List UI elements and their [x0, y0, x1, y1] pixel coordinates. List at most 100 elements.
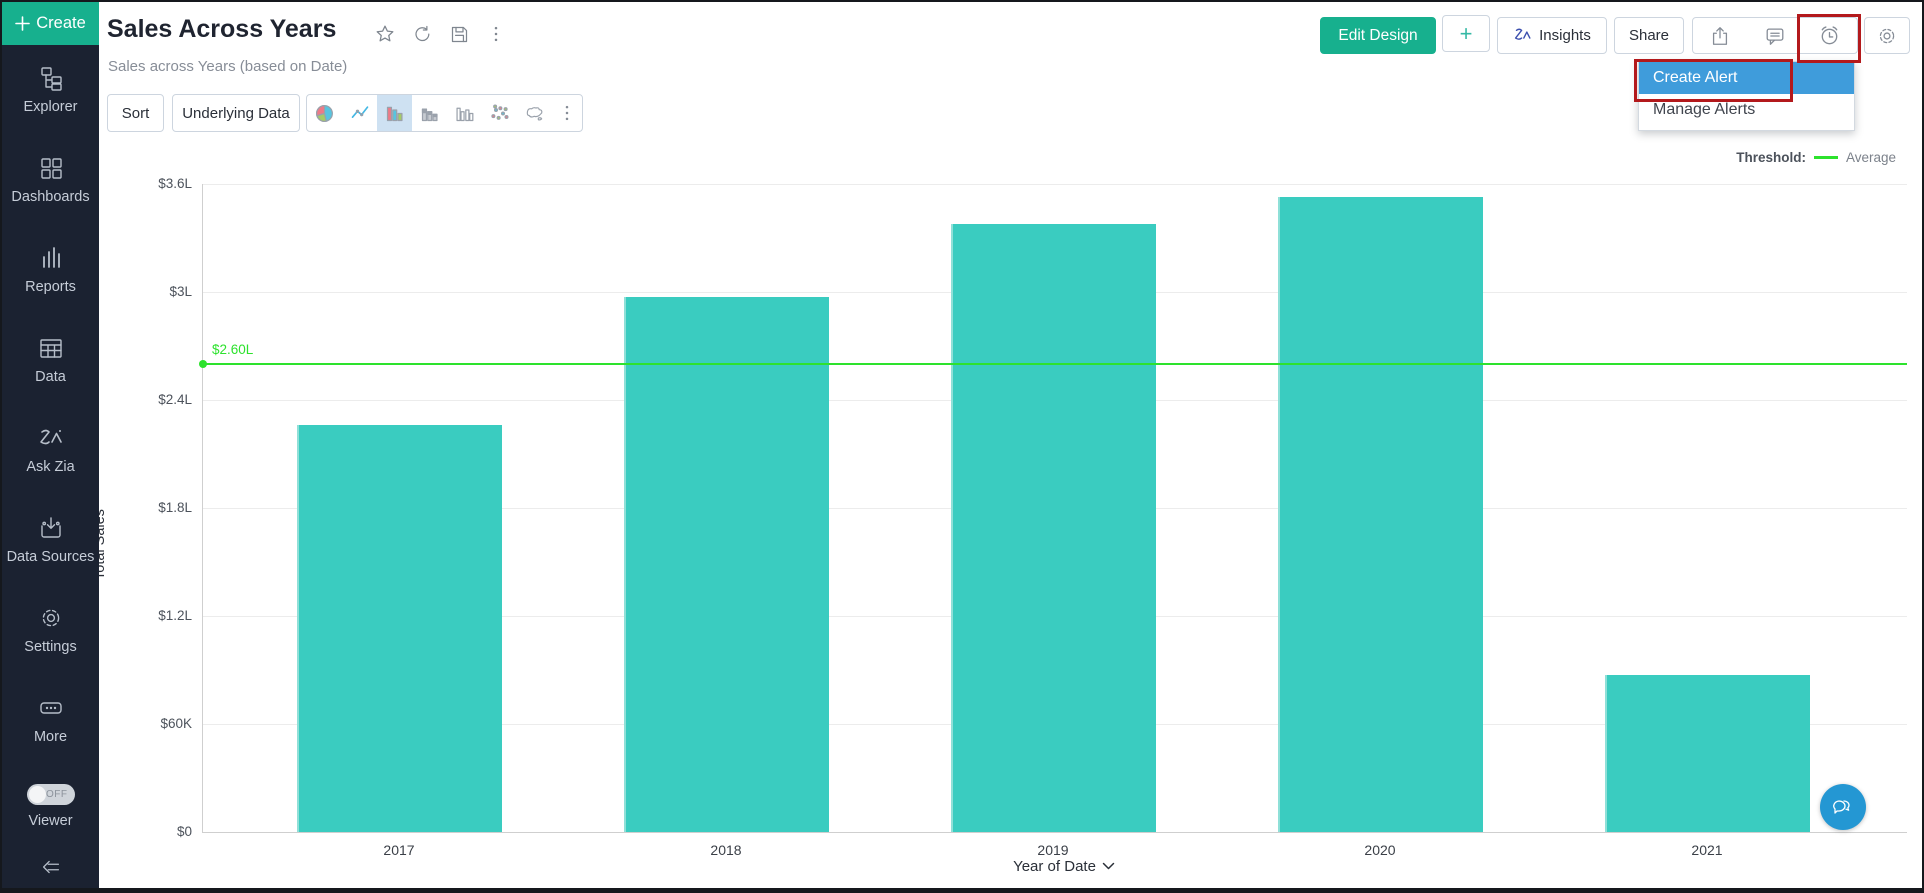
add-report-button[interactable]: +: [1442, 15, 1490, 52]
reports-icon: [38, 245, 64, 271]
x-axis-line: [202, 832, 1907, 833]
collapse-sidebar-button[interactable]: [2, 847, 99, 888]
sidebar-item-data-sources[interactable]: Data Sources: [2, 495, 99, 585]
sidebar-item-label: Data: [35, 369, 66, 386]
sidebar: Create Explorer Dashboards Reports Data Ask …: [2, 2, 99, 888]
chart-more-button[interactable]: [552, 95, 582, 131]
title-actions: [372, 21, 508, 47]
viewer-label: Viewer: [28, 812, 73, 829]
bar-chart-icon: [383, 103, 406, 124]
bar-2021[interactable]: [1604, 675, 1810, 832]
scatter-chart-button[interactable]: [482, 95, 517, 131]
sort-label: Sort: [121, 104, 150, 122]
bar-2017[interactable]: [296, 425, 502, 832]
refresh-button[interactable]: [410, 22, 435, 47]
chart-type-group: [306, 94, 583, 132]
comment-icon: [1764, 25, 1786, 47]
bar-2020[interactable]: [1277, 196, 1483, 832]
sidebar-item-settings[interactable]: Settings: [2, 585, 99, 675]
zia-insights-icon: [1513, 26, 1532, 45]
save-button[interactable]: [447, 22, 472, 47]
underlying-data-button[interactable]: Underlying Data: [172, 94, 300, 132]
sidebar-item-ask-zia[interactable]: Ask Zia: [2, 405, 99, 495]
bar-chart-button[interactable]: [377, 95, 412, 131]
favorite-star-button[interactable]: [372, 21, 398, 47]
sidebar-item-more[interactable]: More: [2, 675, 99, 765]
sidebar-item-label: Settings: [24, 639, 77, 656]
legend-line-swatch: [1813, 156, 1838, 159]
comment-button[interactable]: [1748, 18, 1803, 53]
scatter-chart-icon: [488, 103, 511, 124]
underlying-data-label: Underlying Data: [182, 104, 290, 122]
refresh-icon: [412, 24, 433, 45]
favorite-star-icon: [374, 23, 396, 45]
x-axis-tick-label: 2017: [383, 842, 415, 858]
grouped-bar-chart-button[interactable]: [447, 95, 482, 131]
x-axis-tick-label: 2018: [710, 842, 742, 858]
viewer-toggle[interactable]: OFF: [26, 783, 75, 805]
alert-dropdown: Create Alert Manage Alerts: [1638, 61, 1855, 131]
settings-gear-icon: [1876, 25, 1898, 47]
line-chart-icon: [348, 103, 372, 123]
sidebar-nav: Explorer Dashboards Reports Data Ask Zia Data…: [2, 45, 99, 765]
export-icon: [1709, 25, 1731, 47]
x-axis-tick-label: 2019: [1037, 842, 1069, 858]
menu-item-manage-alerts[interactable]: Manage Alerts: [1653, 101, 1756, 118]
legend-series-average[interactable]: Average: [1845, 150, 1896, 165]
more-options-icon: [486, 23, 506, 45]
share-label: Share: [1628, 27, 1670, 44]
collapse-sidebar-icon: [39, 855, 63, 879]
sidebar-item-explorer[interactable]: Explorer: [2, 45, 99, 135]
insights-button[interactable]: Insights: [1497, 17, 1607, 54]
create-button-label: Create: [36, 14, 86, 33]
alert-clock-icon: [1818, 24, 1841, 47]
more-options-button[interactable]: [484, 21, 508, 47]
page-subtitle: Sales across Years (based on Date): [108, 58, 348, 75]
page-title: Sales Across Years: [107, 15, 337, 43]
sidebar-item-reports[interactable]: Reports: [2, 225, 99, 315]
chat-assistant-button[interactable]: [1820, 784, 1866, 830]
y-axis-tick-label: $3.6L: [158, 176, 192, 191]
x-axis-tick-label: 2021: [1691, 842, 1723, 858]
threshold-dot: [199, 360, 207, 368]
sidebar-item-data[interactable]: Data: [2, 315, 99, 405]
bar-2018[interactable]: [623, 297, 829, 832]
data-icon: [38, 335, 64, 361]
share-button[interactable]: Share: [1614, 17, 1684, 54]
chat-bubbles-icon: [1830, 794, 1856, 820]
dashboards-icon: [38, 155, 64, 181]
edit-design-button[interactable]: Edit Design: [1320, 17, 1436, 54]
viewer-toggle-knob: [28, 785, 46, 803]
sidebar-item-label: Ask Zia: [26, 459, 75, 476]
create-button[interactable]: Create: [2, 2, 99, 46]
sidebar-item-label: Dashboards: [11, 189, 90, 206]
insights-label: Insights: [1539, 27, 1591, 44]
more-icon: [38, 695, 64, 721]
export-button[interactable]: [1693, 18, 1748, 53]
chart-more-icon: [557, 103, 577, 123]
map-chart-button[interactable]: [517, 95, 552, 131]
line-chart-button[interactable]: [342, 95, 377, 131]
sidebar-item-dashboards[interactable]: Dashboards: [2, 135, 99, 225]
sidebar-item-viewer: OFF Viewer: [2, 765, 99, 846]
settings-button[interactable]: [1864, 17, 1910, 54]
y-axis-tick-label: $3L: [169, 284, 192, 299]
chart-legend: Threshold: Average: [1736, 150, 1896, 165]
save-icon: [449, 24, 470, 45]
pie-chart-button[interactable]: [307, 95, 342, 131]
alert-clock-button[interactable]: [1802, 18, 1857, 53]
y-axis-tick-label: $1.8L: [158, 500, 192, 515]
data-sources-icon: [38, 515, 64, 541]
grouped-bar-chart-icon: [453, 103, 476, 124]
sidebar-item-label: Data Sources: [6, 549, 95, 566]
menu-item-create-alert[interactable]: Create Alert: [1639, 62, 1854, 94]
stacked-bar-chart-button[interactable]: [412, 95, 447, 131]
bar-2019[interactable]: [950, 223, 1156, 832]
sort-button[interactable]: Sort: [107, 94, 164, 132]
y-axis-tick-label: $1.2L: [158, 608, 192, 623]
x-axis-title[interactable]: Year of Date: [954, 858, 1174, 875]
y-axis-tick-label: $2.4L: [158, 392, 192, 407]
y-axis-tick-label: $0: [176, 824, 192, 839]
sidebar-item-label: Explorer: [23, 99, 78, 116]
